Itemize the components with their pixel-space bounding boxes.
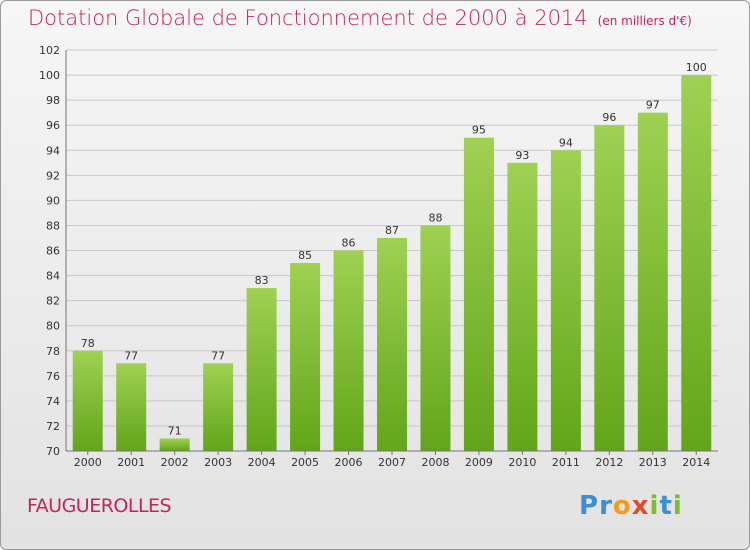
logo-letter: r xyxy=(599,491,613,521)
data-label: 83 xyxy=(255,274,269,287)
x-tick-label: 2010 xyxy=(508,456,536,469)
data-label: 93 xyxy=(515,149,529,162)
bar xyxy=(637,112,668,451)
logo-letter: o xyxy=(612,491,632,521)
x-tick-label: 2003 xyxy=(204,456,232,469)
x-tick-label: 2008 xyxy=(421,456,449,469)
y-tick-label: 80 xyxy=(46,320,60,333)
y-tick-label: 84 xyxy=(46,270,60,283)
x-tick-label: 2004 xyxy=(248,456,276,469)
x-tick-label: 2002 xyxy=(161,456,189,469)
chart-unit-label: (en milliers d'€) xyxy=(597,14,692,28)
commune-name: FAUGUEROLLES xyxy=(27,495,172,517)
logo-letter: x xyxy=(631,491,650,521)
data-label: 86 xyxy=(342,237,356,250)
data-label: 96 xyxy=(602,111,616,124)
data-label: 88 xyxy=(428,211,442,224)
bar xyxy=(377,237,407,451)
bar xyxy=(290,263,321,451)
bar xyxy=(550,150,581,451)
y-tick-label: 92 xyxy=(46,169,60,182)
y-tick-label: 82 xyxy=(46,295,60,308)
bar xyxy=(333,250,364,451)
data-label: 77 xyxy=(211,349,225,362)
bar xyxy=(594,125,625,451)
y-tick-label: 76 xyxy=(46,370,60,383)
x-tick-label: 2014 xyxy=(682,456,710,469)
data-label: 94 xyxy=(559,136,573,149)
y-tick-label: 94 xyxy=(46,144,60,157)
chart-title: Dotation Globale de Fonctionnement de 20… xyxy=(28,6,692,30)
bar xyxy=(246,288,277,451)
data-label: 77 xyxy=(124,349,138,362)
logo-letter: P xyxy=(579,491,600,521)
y-tick-label: 78 xyxy=(46,345,60,358)
x-tick-label: 2009 xyxy=(465,456,493,469)
y-tick-label: 70 xyxy=(46,445,60,458)
bar xyxy=(420,225,451,451)
data-label: 95 xyxy=(472,124,486,137)
bar xyxy=(159,438,190,451)
bar xyxy=(203,363,234,451)
bar xyxy=(72,350,103,451)
data-label: 85 xyxy=(298,249,312,262)
y-tick-label: 74 xyxy=(46,395,60,408)
data-label: 100 xyxy=(686,61,707,74)
proxiti-logo: Proxiti xyxy=(579,491,683,521)
logo-letter: i xyxy=(672,491,683,521)
bar xyxy=(507,162,538,451)
chart-title-main: Dotation Globale de Fonctionnement de 20… xyxy=(28,6,588,30)
data-label: 78 xyxy=(81,337,95,350)
y-tick-label: 96 xyxy=(46,119,60,132)
y-tick-label: 86 xyxy=(46,245,60,258)
x-tick-label: 2005 xyxy=(291,456,319,469)
logo-letter: t xyxy=(659,491,673,521)
data-label: 87 xyxy=(385,224,399,237)
y-tick-label: 98 xyxy=(46,94,60,107)
y-tick-label: 72 xyxy=(46,420,60,433)
y-tick-label: 90 xyxy=(46,194,60,207)
x-tick-label: 2011 xyxy=(552,456,580,469)
x-tick-label: 2001 xyxy=(117,456,145,469)
x-tick-label: 2000 xyxy=(74,456,102,469)
x-tick-label: 2012 xyxy=(595,456,623,469)
y-tick-label: 88 xyxy=(46,219,60,232)
x-tick-label: 2013 xyxy=(639,456,667,469)
data-label: 97 xyxy=(646,99,660,112)
logo-letter: i xyxy=(649,491,660,521)
y-tick-label: 102 xyxy=(39,44,60,57)
bar xyxy=(681,75,712,451)
x-tick-label: 2006 xyxy=(335,456,363,469)
bar xyxy=(116,363,147,451)
data-label: 71 xyxy=(168,424,182,437)
bar xyxy=(463,137,494,451)
x-tick-label: 2007 xyxy=(378,456,406,469)
y-tick-label: 100 xyxy=(39,69,60,82)
